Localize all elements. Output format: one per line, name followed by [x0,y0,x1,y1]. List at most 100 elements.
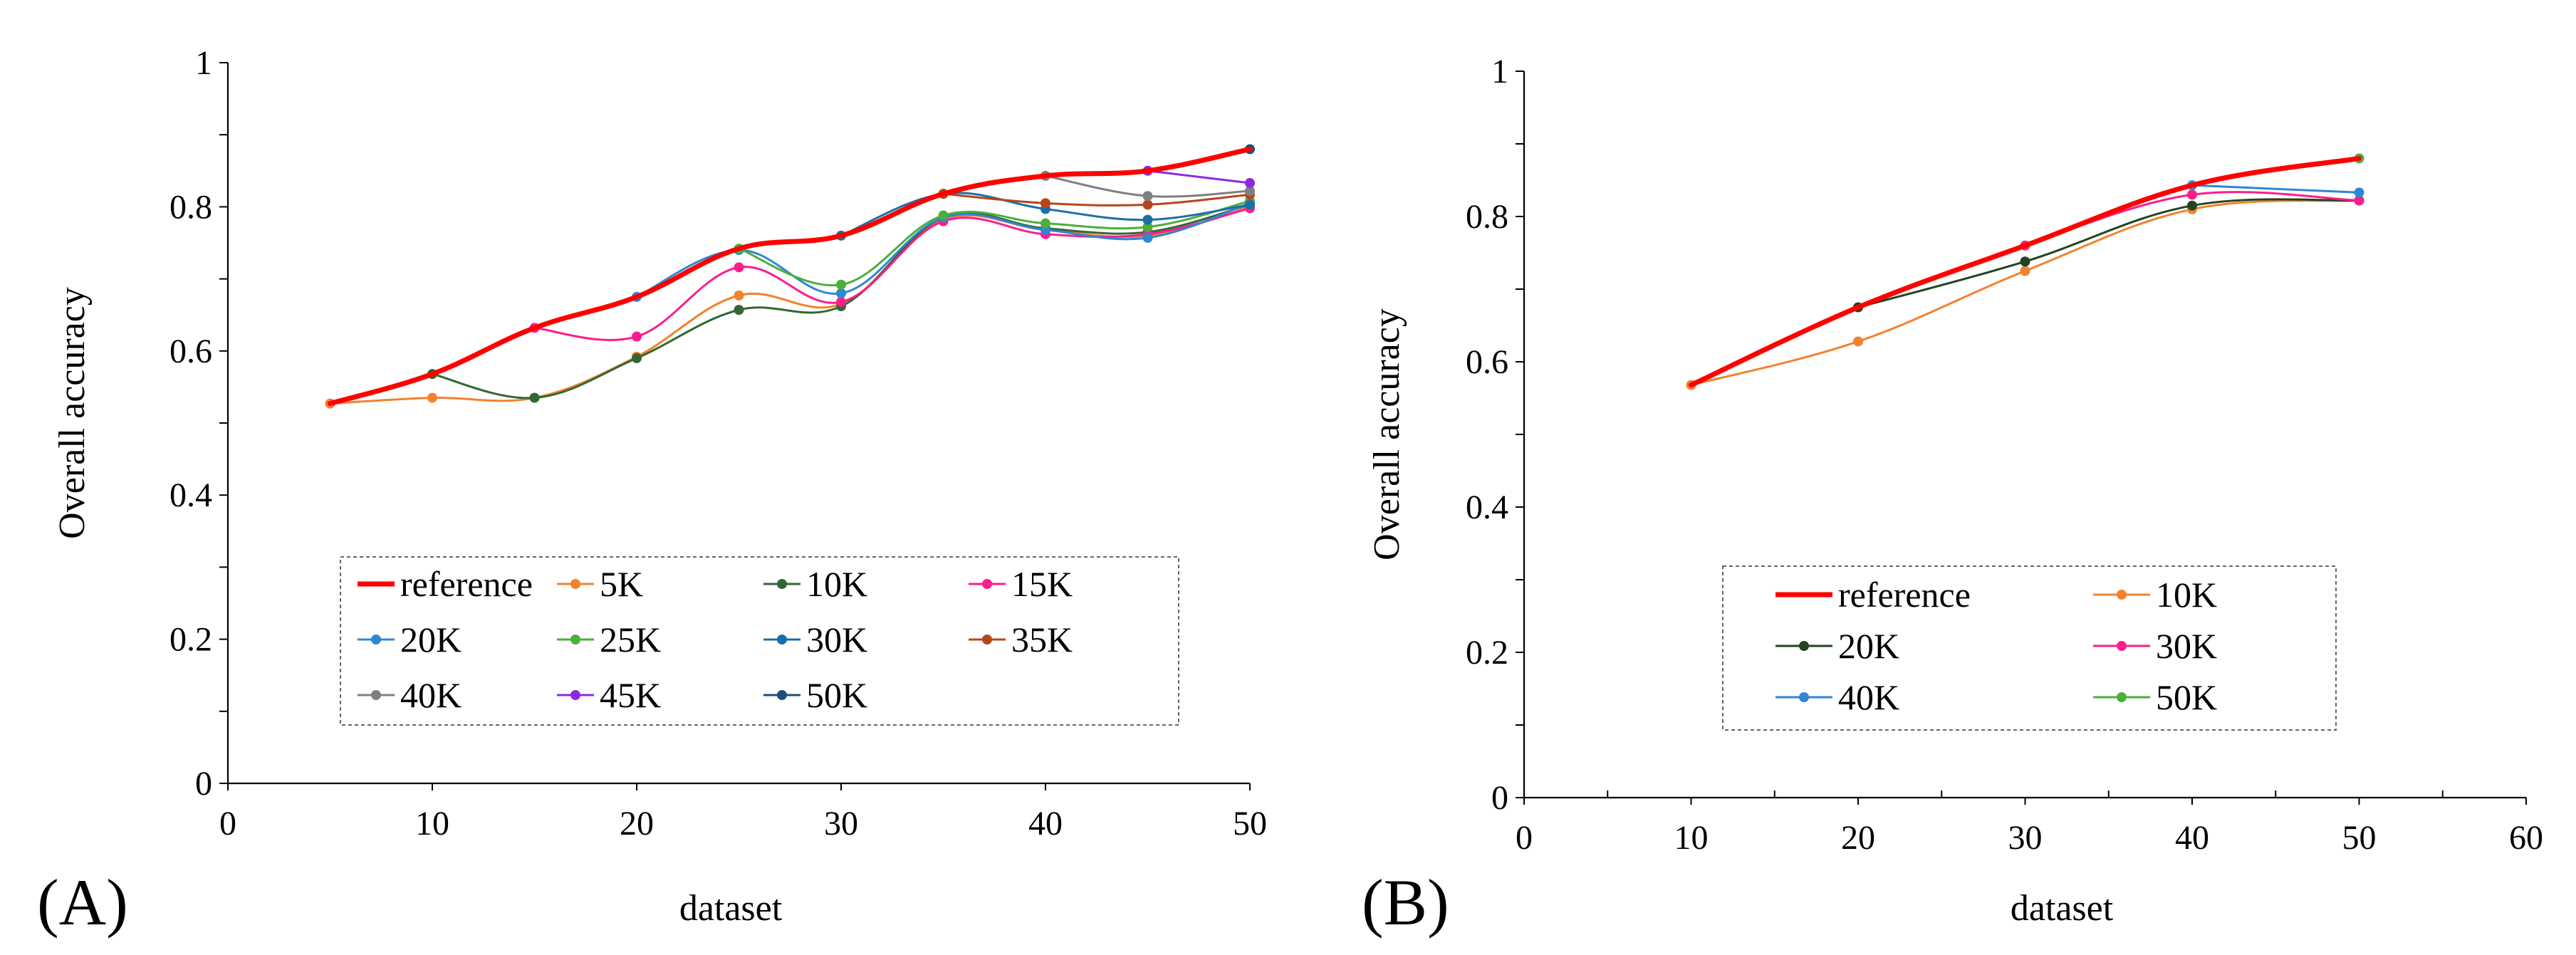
legend-item-15k-a: 15K [969,564,1073,604]
series-line-20k-b [1857,198,2360,308]
x-tick-label-b: 30 [2008,819,2043,857]
legend-item-40k-a: 40K [358,675,462,715]
x-tick-label-b: 20 [1841,819,1875,857]
legend-label-30k-b: 30K [2156,626,2217,666]
data-point-25k-a [1142,221,1153,232]
data-point-25k-a [836,279,846,290]
legend-marker-45k-a [570,690,580,700]
data-point-15k-a [632,331,642,342]
legend-label-50k-a: 50K [806,675,867,715]
data-point-15k-a [734,262,744,273]
data-point-25k-a [938,210,949,221]
x-tick-label-a: 40 [1028,805,1063,842]
y-axis-label-a: Overall accuracy [52,287,93,539]
data-point-5k-a [734,290,744,301]
series-25k-a [734,196,1255,290]
legend-a: reference 5K 10K 15K 20K 25K 30K 35K 40K 45K 50K [340,556,1179,726]
legend-marker-20k-a [371,635,381,645]
legend-item-20k-a: 20K [358,620,462,659]
data-point-20k-a [1142,232,1153,243]
legend-label-20k-a: 20K [400,620,462,659]
legend-box-a [340,556,1179,726]
y-tick-label-a: 0.2 [170,621,212,659]
data-point-40k-a [1245,186,1255,197]
legend-label-15k-a: 15K [1011,564,1073,604]
legend-item-50k-b: 50K [2093,677,2217,717]
data-point-10k-b [1853,336,1863,347]
data-point-20k-b [2187,200,2197,211]
legend-item-reference-b: reference [1775,575,1971,615]
data-point-45k-a [1245,178,1255,189]
y-tick-label-a: 0 [195,765,212,803]
y-tick-label-a: 0.4 [170,476,212,514]
data-point-10k-a [734,305,744,315]
legend-marker-30k-b [2117,641,2127,651]
series-line-15k-a [533,207,1251,341]
data-point-30k-b [2187,189,2197,200]
data-point-10k-a [632,353,642,363]
data-point-20k-b [2020,256,2030,267]
y-tick-label-b: 0 [1491,779,1508,817]
legend-item-reference-a: reference [358,564,533,604]
legend-b: reference 10K 20K 30K 40K 50K [1722,565,2337,731]
x-tick-label-b: 0 [1516,819,1533,857]
legend-item-25k-a: 25K [557,620,661,659]
series-10k-b [1686,195,2364,390]
series-35k-a [938,189,1255,210]
y-tick-label-b: 0.2 [1466,634,1508,672]
legend-item-35k-a: 35K [969,620,1073,659]
y-tick-label-b: 1 [1491,53,1508,90]
x-tick-label-a: 30 [824,805,858,842]
data-point-35k-a [1041,198,1050,209]
legend-item-30k-b: 30K [2093,626,2217,666]
x-axis-label-b: dataset [2011,888,2114,929]
legend-label-30k-a: 30K [806,620,867,659]
legend-marker-10k-b [2117,590,2127,600]
series-line-35k-a [942,192,1251,207]
data-point-15k-a [836,296,846,307]
legend-box-b [1722,565,2337,731]
x-tick-label-b: 40 [2175,819,2209,857]
legend-label-35k-a: 35K [1011,620,1073,659]
data-point-40k-a [1142,191,1153,202]
legend-label-10k-a: 10K [806,564,867,604]
chart-panel-a: (A) dataset Overall accuracy 0 0.2 0.4 0.6 0… [37,44,1267,939]
legend-label-10k-b: 10K [2156,575,2217,615]
data-point-30k-a [1142,214,1153,225]
data-point-25k-a [1041,218,1050,229]
series-line-reference-a [328,146,1253,407]
legend-marker-10k-a [777,579,787,589]
y-tick-label-b: 0.6 [1466,343,1508,381]
series-reference-b [1689,155,2362,388]
legend-label-45k-a: 45K [600,675,661,715]
legend-label-25k-a: 25K [600,620,661,659]
legend-label-20k-b: 20K [1838,626,1899,666]
series-40k-b [2187,180,2364,198]
series-reference-a [328,146,1253,407]
data-point-30k-b [2354,195,2364,206]
y-tick-label-a: 1 [195,44,212,82]
chart-panel-b: (B) dataset Overall accuracy 0 0.2 0.4 0.6 0… [1362,53,2543,939]
y-tick-label-b: 0.4 [1466,489,1508,526]
legend-marker-50k-b [2117,692,2127,702]
legend-item-20k-b: 20K [1775,626,1899,666]
data-point-5k-a [427,392,437,403]
data-point-40k-b [2354,187,2364,198]
series-line-45k-a [1147,169,1251,184]
x-tick-label-a: 0 [219,805,236,842]
legend-marker-40k-b [1799,692,1809,702]
legend-marker-25k-a [570,635,580,645]
series-line-10k-b [1690,199,2360,387]
legend-marker-40k-a [371,690,381,700]
legend-item-5k-a: 5K [557,564,643,604]
legend-label-40k-b: 40K [1838,677,1899,717]
y-tick-label-a: 0.6 [170,333,212,370]
legend-marker-5k-a [570,579,580,589]
y-tick-label-b: 0.8 [1466,198,1508,236]
legend-marker-50k-a [777,690,787,700]
legend-item-10k-a: 10K [763,564,867,604]
series-line-25k-a [738,199,1251,287]
x-tick-label-a: 10 [415,805,449,842]
legend-label-50k-b: 50K [2156,677,2217,717]
